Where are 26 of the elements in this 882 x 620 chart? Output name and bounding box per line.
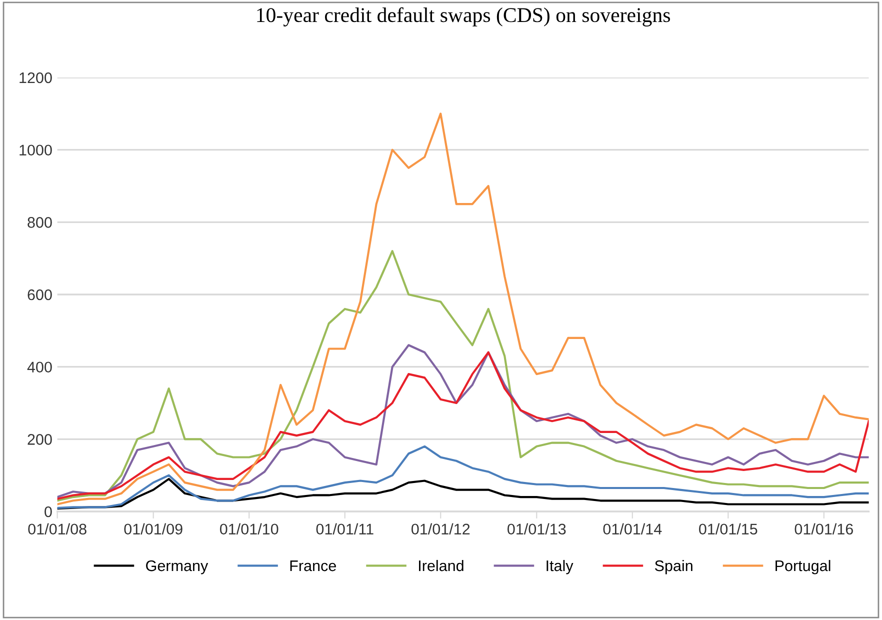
- x-tick-label: 01/01/16: [794, 523, 853, 535]
- legend-label: Germany: [146, 560, 208, 574]
- y-tick-label: 1000: [20, 144, 52, 156]
- x-tick-label: 01/01/09: [124, 523, 182, 535]
- x-tick-label: 01/01/12: [411, 523, 470, 535]
- x-tick-label: 01/01/15: [699, 523, 758, 535]
- legend-label: Spain: [654, 560, 692, 574]
- line-series: [57, 250, 869, 502]
- line-series: [57, 112, 869, 506]
- y-tick-label: 400: [27, 362, 52, 373]
- x-tick-label: 01/01/14: [603, 523, 662, 535]
- x-tick-label: 01/01/11: [316, 523, 374, 535]
- chart-title: 10-year credit default swaps (CDS) on sovereigns: [257, 7, 670, 26]
- y-tick-label: 600: [28, 289, 52, 300]
- x-tick-label: 01/01/10: [220, 523, 278, 535]
- legend-label: Ireland: [419, 560, 464, 572]
- y-tick-label: 0: [44, 506, 52, 518]
- x-tick-label: 01/01/08: [28, 523, 86, 535]
- legend-label: Portugal: [776, 560, 830, 574]
- line-series: [57, 445, 869, 509]
- legend-label: France: [290, 560, 336, 572]
- legend-label: Italy: [546, 560, 574, 574]
- y-tick-label: 800: [28, 217, 52, 228]
- y-tick-label: 200: [28, 434, 52, 445]
- y-tick-label: 1200: [20, 72, 52, 84]
- x-tick-label: 01/01/13: [508, 523, 566, 535]
